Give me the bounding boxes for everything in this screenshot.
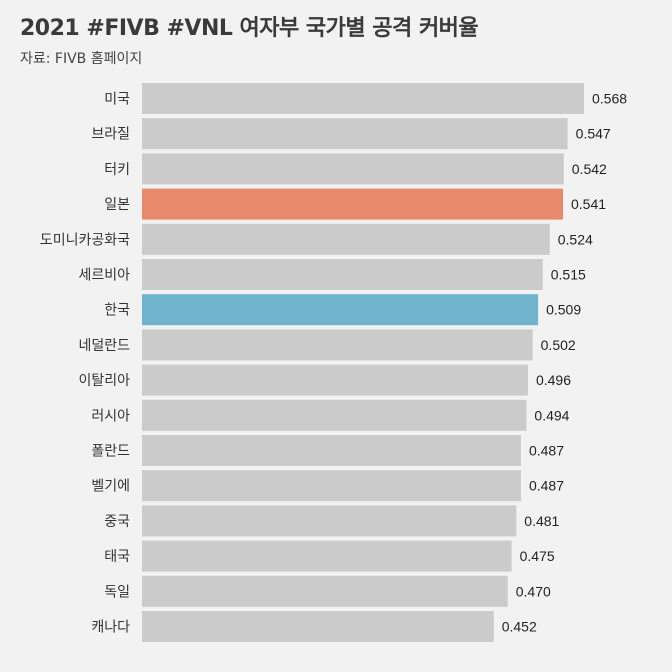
bar-13	[142, 540, 512, 572]
bar-3	[142, 188, 563, 220]
value-label-3: 0.541	[571, 196, 606, 212]
value-label-1: 0.547	[576, 126, 611, 142]
bar-0	[142, 83, 584, 114]
value-label-14: 0.470	[516, 583, 551, 599]
category-label-9: 러시아	[91, 408, 130, 424]
value-label-15: 0.452	[502, 619, 537, 635]
value-label-9: 0.494	[534, 407, 569, 423]
category-label-2: 터키	[104, 162, 130, 178]
category-label-14: 독일	[104, 584, 130, 600]
bar-9	[142, 399, 527, 431]
bar-11	[142, 470, 521, 502]
value-label-10: 0.487	[529, 443, 564, 459]
value-label-4: 0.524	[558, 231, 593, 247]
value-label-6: 0.509	[546, 302, 581, 318]
category-label-12: 중국	[104, 514, 130, 530]
value-label-12: 0.481	[524, 513, 559, 529]
category-label-3: 일본	[104, 197, 130, 213]
category-label-8: 이탈리아	[78, 373, 130, 389]
value-label-11: 0.487	[529, 478, 564, 494]
bar-5	[142, 259, 543, 290]
category-label-11: 벨기에	[91, 479, 130, 495]
category-label-0: 미국	[104, 92, 130, 108]
bars-group: 미국 0.568 브라질 0.547 터키 0.542 일본 0.541 도미니카공화국 0.52…	[40, 83, 627, 642]
value-label-13: 0.475	[520, 548, 555, 564]
bar-14	[142, 575, 508, 607]
value-label-8: 0.496	[536, 372, 571, 388]
category-label-1: 브라질	[91, 127, 130, 143]
value-label-2: 0.542	[572, 161, 607, 177]
bar-1	[142, 118, 568, 150]
value-label-5: 0.515	[551, 267, 586, 283]
chart-subtitle: 자료: FIVB 홈페이지	[20, 51, 143, 67]
bar-15	[142, 611, 494, 642]
value-label-0: 0.568	[592, 91, 627, 107]
bar-12	[142, 505, 517, 537]
bar-2	[142, 153, 564, 185]
category-label-10: 폴란드	[91, 444, 130, 460]
category-label-4: 도미니카공화국	[40, 232, 130, 248]
bar-4	[142, 223, 550, 255]
value-label-7: 0.502	[541, 337, 576, 353]
category-label-15: 캐나다	[91, 620, 130, 636]
bar-6	[142, 294, 539, 326]
bar-10	[142, 435, 521, 466]
category-label-5: 세르비아	[78, 268, 130, 284]
category-label-13: 태국	[104, 549, 130, 565]
bar-7	[142, 329, 533, 361]
category-label-6: 한국	[104, 303, 130, 319]
bar-8	[142, 364, 528, 396]
category-label-7: 네덜란드	[78, 338, 130, 354]
chart-title: 2021 #FIVB #VNL 여자부 국가별 공격 커버율	[20, 16, 479, 41]
